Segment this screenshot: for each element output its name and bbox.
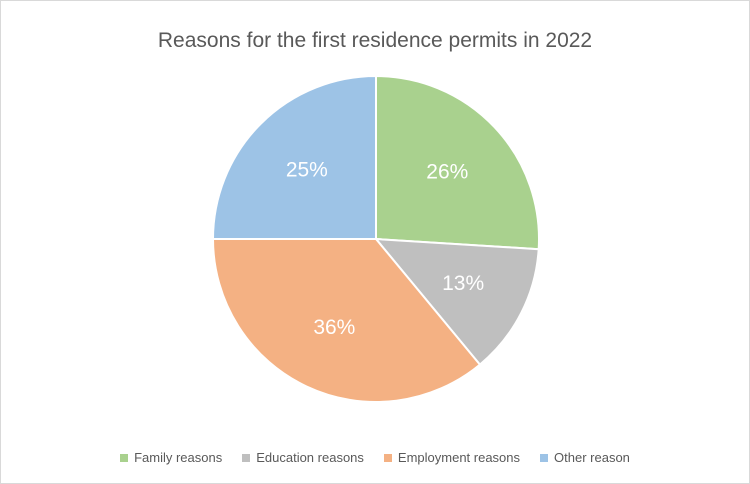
data-label-employment: 36%	[313, 316, 355, 339]
chart-title: Reasons for the first residence permits …	[157, 29, 593, 52]
data-label-education: 13%	[442, 272, 484, 295]
data-label-family: 26%	[426, 161, 468, 184]
legend: Family reasons Education reasons Employm…	[1, 450, 749, 465]
legend-swatch-employment	[383, 453, 392, 462]
legend-label-other: Other reason	[554, 450, 630, 465]
pie-slice-employment	[211, 238, 482, 403]
legend-item-family: Family reasons	[120, 450, 222, 465]
legend-item-education: Education reasons	[242, 450, 364, 465]
pie-slice-education	[373, 237, 540, 367]
legend-item-employment: Employment reasons	[383, 450, 521, 465]
legend-swatch-family	[120, 453, 129, 462]
pie-slice-other	[211, 74, 377, 240]
data-label-other: 25%	[286, 158, 328, 181]
pie-slice-family	[375, 74, 540, 251]
legend-swatch-other	[540, 453, 549, 462]
legend-label-family: Family reasons	[134, 450, 223, 465]
pie-chart: 26% 13% 36% 25%	[211, 74, 540, 403]
legend-label-employment: Employment reasons	[397, 450, 521, 465]
legend-label-education: Education reasons	[256, 450, 364, 465]
legend-swatch-education	[242, 453, 251, 462]
legend-item-other: Other reason	[540, 450, 630, 465]
